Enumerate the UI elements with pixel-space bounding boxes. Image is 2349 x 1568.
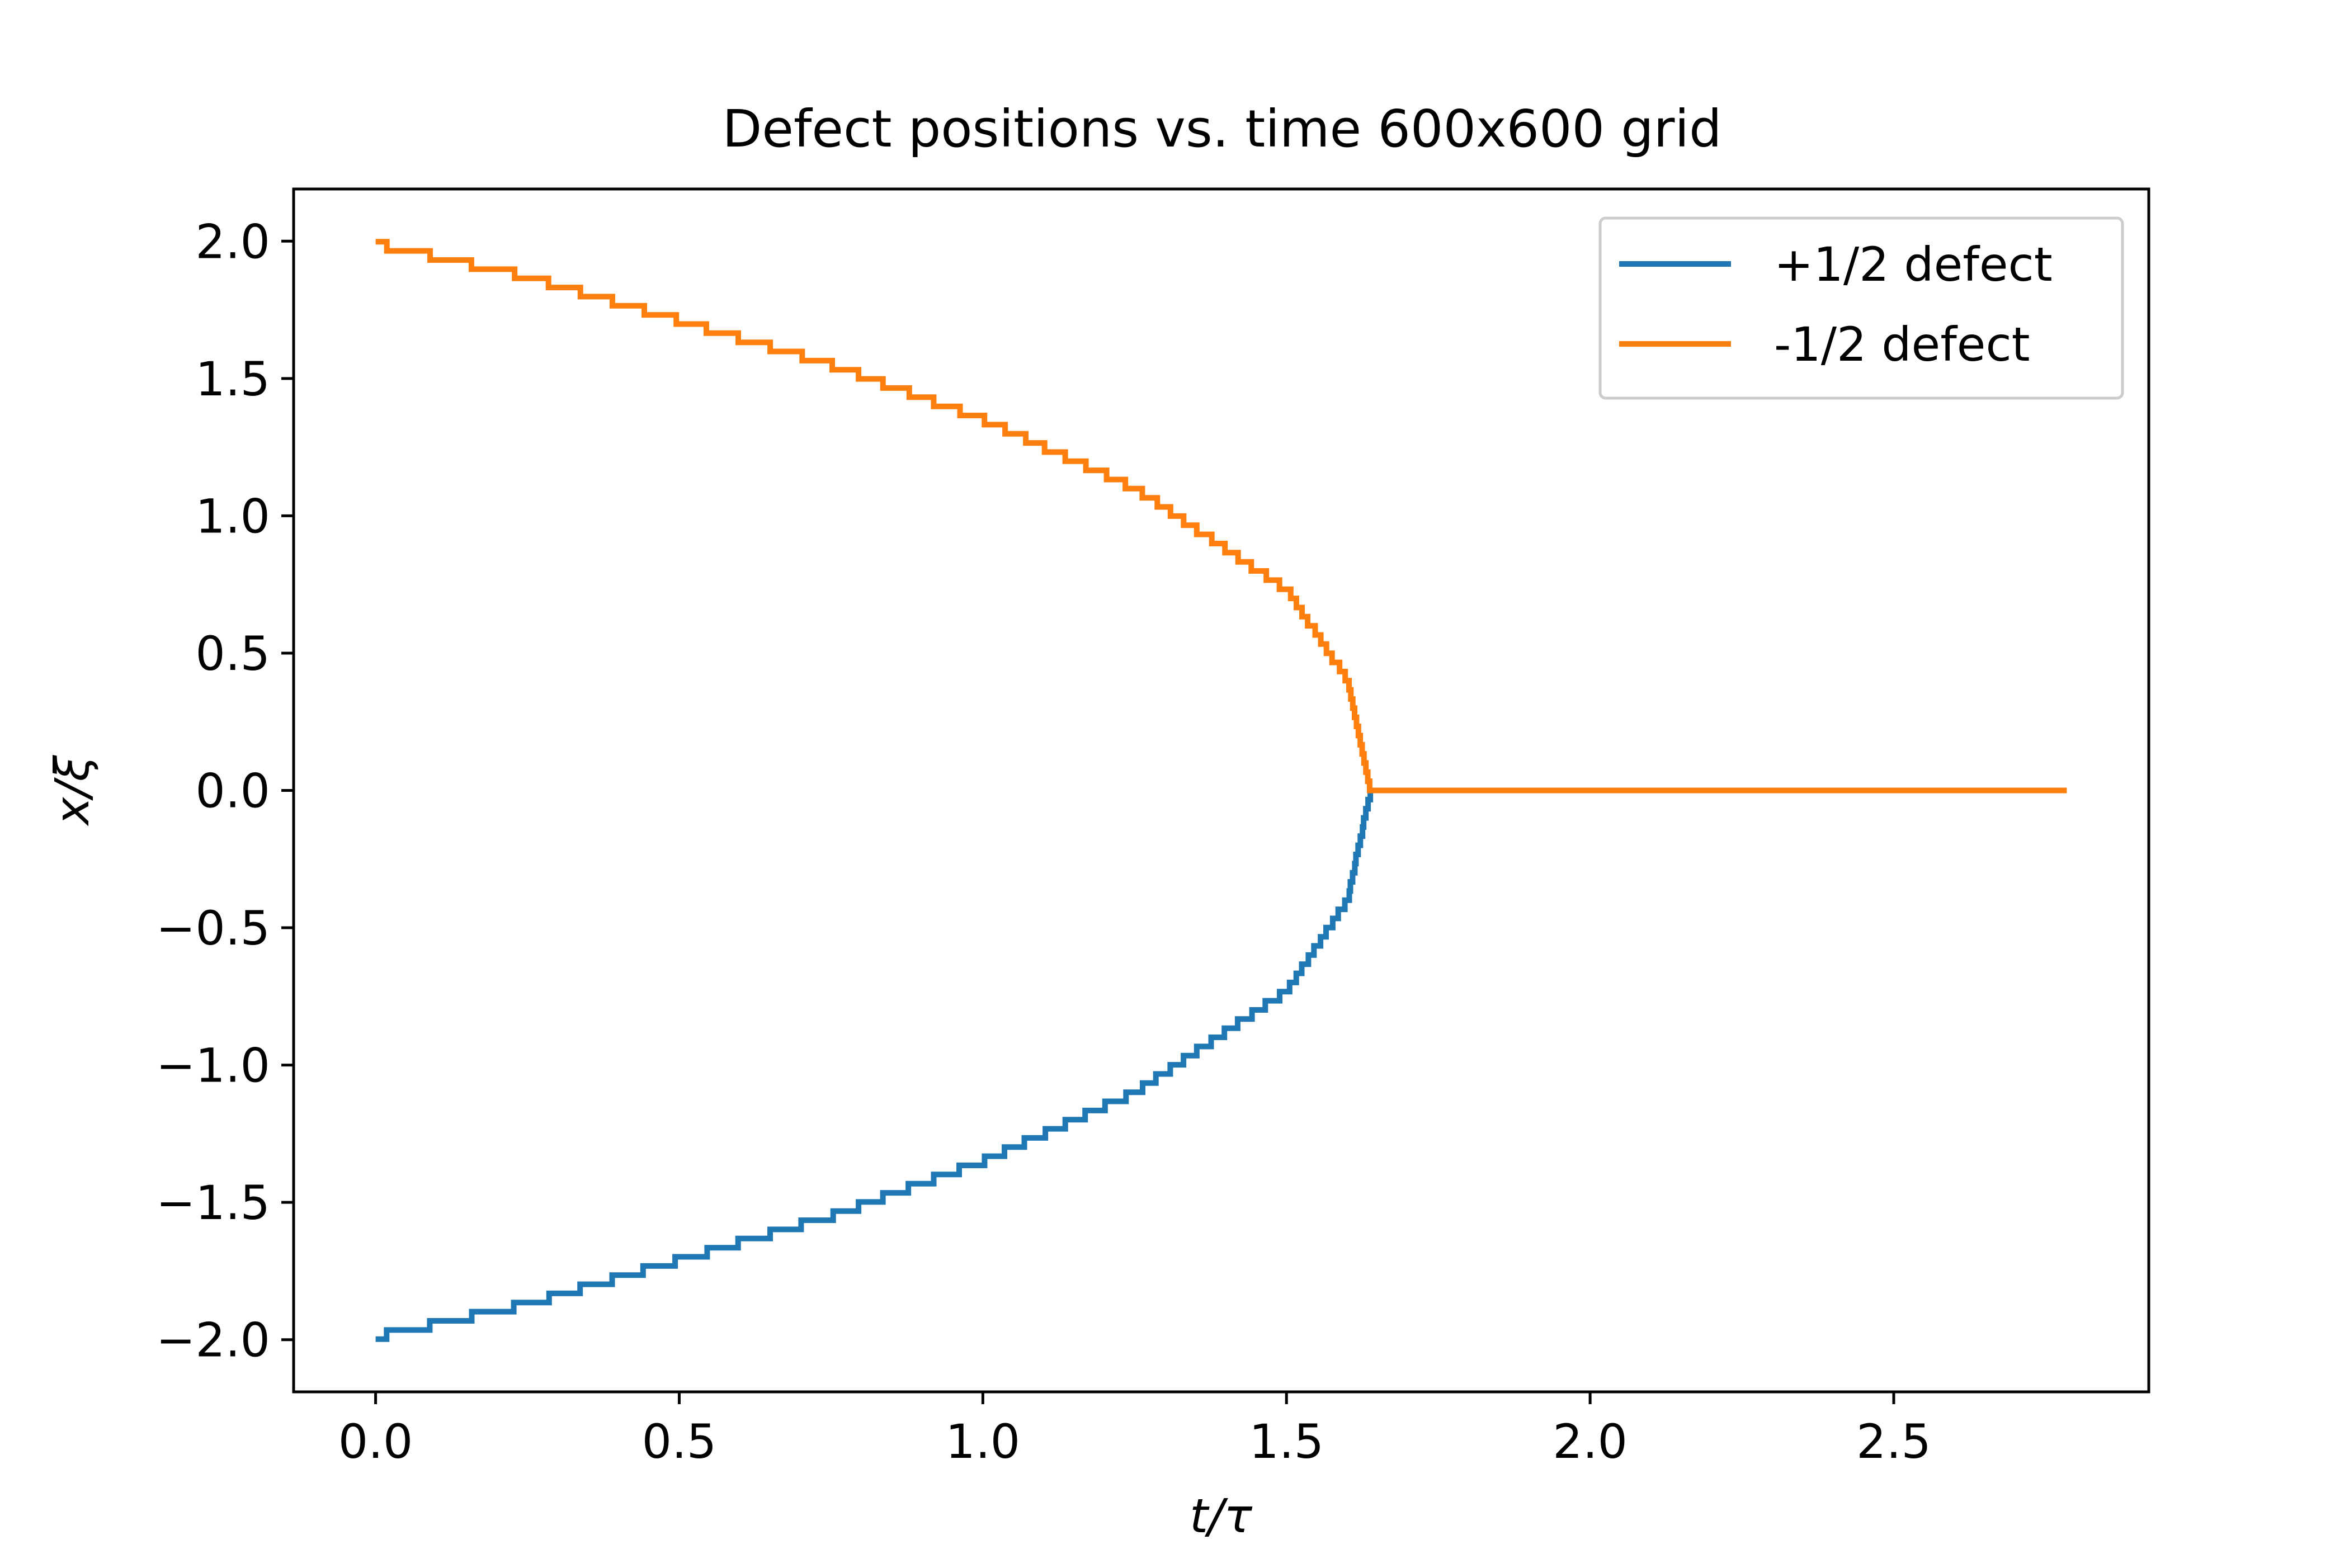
x-tick-label: 0.0 — [338, 1414, 413, 1469]
chart-title: Defect positions vs. time 600x600 grid — [723, 99, 1722, 159]
x-tick-label: 2.0 — [1553, 1414, 1628, 1469]
y-tick-label: 2.0 — [195, 214, 270, 269]
y-tick-label: −1.0 — [156, 1038, 270, 1093]
x-axis-label: t/τ — [1190, 1489, 1252, 1543]
y-axis: 2.0 1.5 1.0 0.5 0.0 −0.5 −1.0 −1.5 −2.0 — [156, 214, 294, 1368]
y-tick-label: 1.5 — [195, 352, 270, 407]
legend-label-minus: -1/2 defect — [1774, 317, 2030, 372]
y-tick-label: −2.0 — [156, 1313, 270, 1368]
series-line-plus-half-defect — [375, 790, 1374, 1342]
series-line-minus-half-defect — [375, 239, 2067, 794]
y-tick-label: 0.0 — [195, 764, 270, 819]
legend-label-plus: +1/2 defect — [1774, 237, 2053, 292]
y-axis-label: x/ξ — [45, 754, 100, 826]
x-tick-label: 2.5 — [1856, 1414, 1931, 1469]
y-tick-label: 0.5 — [195, 626, 270, 681]
x-axis: 0.0 0.5 1.0 1.5 2.0 2.5 — [338, 1392, 1931, 1469]
x-tick-label: 0.5 — [642, 1414, 717, 1469]
legend: +1/2 defect -1/2 defect — [1598, 216, 2124, 400]
x-tick-label: 1.5 — [1249, 1414, 1324, 1469]
series-layer — [375, 239, 2067, 1342]
y-tick-label: −0.5 — [156, 901, 270, 956]
x-tick-label: 1.0 — [946, 1414, 1021, 1469]
y-tick-label: −1.5 — [156, 1175, 270, 1230]
y-tick-label: 1.0 — [195, 489, 270, 544]
